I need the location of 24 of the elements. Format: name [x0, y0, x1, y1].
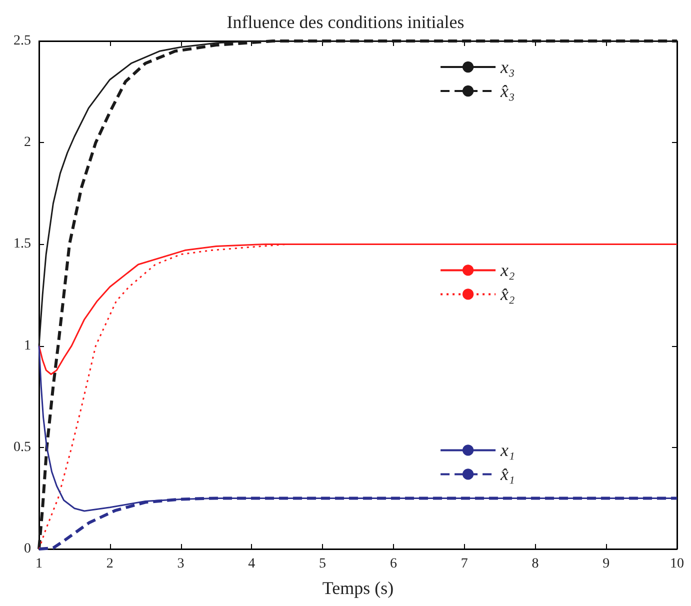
x-tick-label: 3 — [177, 556, 184, 572]
legend-label: x₁ — [500, 440, 515, 460]
x-tick-label: 10 — [670, 556, 684, 572]
legend-label: x̂₃ — [500, 81, 515, 101]
legend-label: x̂₁ — [500, 464, 515, 484]
chart-title: Influence des conditions initiales — [226, 12, 464, 32]
x-tick-label: 7 — [460, 556, 468, 572]
legend-label: x₂ — [500, 260, 515, 280]
legend-label: x₃ — [500, 57, 515, 77]
x-tick-label: 8 — [532, 556, 539, 572]
y-tick-label: 2.5 — [14, 34, 31, 48]
x-tick-label: 2 — [106, 556, 114, 572]
x-tick-label: 4 — [248, 556, 256, 572]
x-tick-label: 5 — [319, 556, 326, 572]
y-tick-label: 1 — [24, 338, 31, 354]
legend-label: x̂₂ — [500, 284, 515, 304]
x-tick-label: 1 — [36, 556, 42, 572]
y-tick-label: 2 — [24, 135, 31, 150]
y-tick-label: 0.5 — [14, 440, 31, 455]
x-tick-label: 9 — [602, 556, 610, 572]
y-tick-label: 0 — [24, 542, 31, 556]
y-tick-label: 1.5 — [14, 236, 31, 252]
x-tick-label: 6 — [390, 556, 397, 572]
x-axis-title: Temps (s) — [322, 578, 394, 598]
